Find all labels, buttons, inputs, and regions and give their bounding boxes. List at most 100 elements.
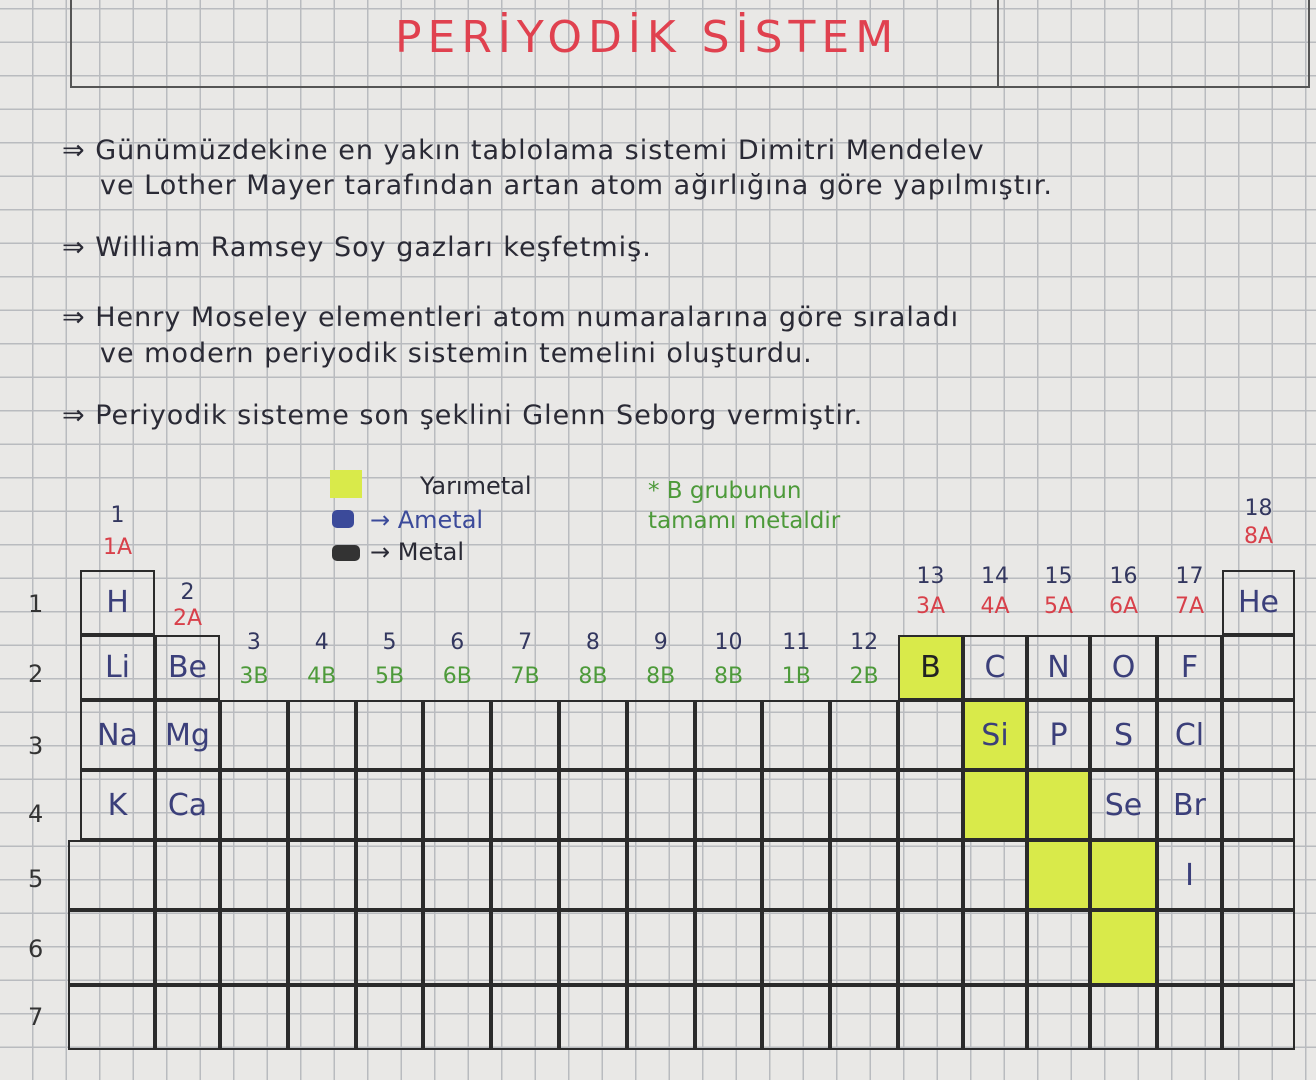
group-label: 3A	[915, 594, 946, 619]
table-cell	[1222, 985, 1295, 1050]
semimetal-cell	[1027, 770, 1090, 840]
table-cell	[355, 840, 424, 910]
group-number: 18	[1244, 496, 1273, 521]
group-number: 8	[585, 630, 600, 655]
group-label: 1A	[102, 535, 133, 560]
element-se: Se	[1090, 770, 1157, 840]
group-label: 7A	[1174, 594, 1205, 619]
group-number: 5	[382, 630, 397, 655]
b-group-note: tamamı metaldir	[648, 508, 841, 534]
table-cell	[1222, 840, 1295, 910]
table-cell	[1027, 910, 1090, 985]
table-cell	[68, 840, 155, 910]
table-cell	[898, 985, 963, 1050]
element-p: P	[1027, 700, 1090, 770]
period-number: 6	[28, 935, 44, 963]
period-number: 2	[28, 660, 44, 688]
table-cell	[694, 910, 763, 985]
table-cell	[155, 910, 220, 985]
group-number: 6	[450, 630, 465, 655]
group-label: 8B	[578, 664, 608, 689]
element-be: Be	[155, 635, 220, 700]
table-cell	[220, 840, 288, 910]
note-line: ⇒ Henry Moseley elementleri atom numaral…	[62, 302, 960, 333]
table-cell	[220, 770, 288, 840]
note-line: ve Lother Mayer tarafından artan atom ağ…	[100, 170, 1054, 201]
semimetal-cell	[1027, 840, 1090, 910]
group-number: 4	[314, 630, 329, 655]
legend-semimetal: Yarımetal	[420, 472, 532, 500]
group-label: 6A	[1108, 594, 1139, 619]
table-cell	[626, 700, 695, 770]
period-number: 1	[28, 590, 44, 618]
table-cell	[423, 910, 492, 985]
element-i: I	[1157, 840, 1222, 910]
table-cell	[626, 770, 695, 840]
table-cell	[762, 840, 831, 910]
table-cell	[491, 985, 559, 1050]
table-cell	[491, 840, 559, 910]
group-number: 3	[246, 630, 261, 655]
group-label: 3B	[239, 664, 269, 689]
element-cl: Cl	[1157, 700, 1222, 770]
group-number: 9	[653, 630, 668, 655]
note-line: ve modern periyodik sistemin temelini ol…	[100, 338, 813, 369]
table-cell	[220, 985, 288, 1050]
table-cell	[155, 985, 220, 1050]
table-cell	[287, 985, 356, 1050]
table-cell	[1090, 985, 1157, 1050]
table-cell	[559, 770, 627, 840]
element-na: Na	[80, 700, 155, 770]
element-he: He	[1222, 570, 1295, 635]
element-f: F	[1157, 635, 1222, 700]
b-group-note: * B grubunun	[648, 478, 802, 504]
group-number: 2	[180, 580, 195, 605]
table-cell	[491, 770, 559, 840]
table-cell	[68, 910, 155, 985]
table-cell	[830, 840, 898, 910]
table-cell	[830, 770, 898, 840]
group-number: 1	[110, 503, 125, 528]
group-label: 4B	[307, 664, 337, 689]
table-cell	[491, 910, 559, 985]
group-label: 7B	[510, 664, 540, 689]
table-cell	[559, 840, 627, 910]
element-o: O	[1090, 635, 1157, 700]
table-cell	[694, 770, 763, 840]
element-n: N	[1027, 635, 1090, 700]
table-cell	[287, 770, 356, 840]
table-cell	[626, 910, 695, 985]
table-cell	[1222, 635, 1295, 700]
semimetal-cell	[1090, 840, 1157, 910]
table-cell	[559, 985, 627, 1050]
table-cell	[1027, 985, 1090, 1050]
table-cell	[694, 840, 763, 910]
element-c: C	[963, 635, 1027, 700]
table-cell	[898, 770, 963, 840]
group-label: 5A	[1043, 594, 1074, 619]
group-label: 8B	[646, 664, 676, 689]
table-cell	[1222, 770, 1295, 840]
element-b: B	[898, 635, 963, 700]
group-number: 16	[1109, 564, 1138, 589]
table-cell	[155, 840, 220, 910]
element-h: H	[80, 570, 155, 635]
group-label: 2A	[172, 606, 203, 631]
table-cell	[830, 700, 898, 770]
nonmetal-swatch	[332, 510, 354, 528]
group-label: 5B	[374, 664, 405, 689]
group-label: 2B	[849, 664, 879, 689]
element-ca: Ca	[155, 770, 220, 840]
semimetal-cell	[963, 770, 1027, 840]
group-number: 14	[981, 564, 1009, 589]
table-cell	[287, 840, 356, 910]
table-cell	[626, 985, 695, 1050]
period-number: 4	[28, 800, 44, 828]
note-line: ⇒ Günümüzdekine en yakın tablolama siste…	[62, 135, 985, 166]
page-title: PERİYODİK SİSTEM	[395, 12, 900, 63]
semimetal-swatch	[330, 470, 362, 498]
legend-nonmetal: → Ametal	[370, 506, 484, 534]
table-cell	[491, 700, 559, 770]
table-cell	[423, 985, 492, 1050]
note-line: ⇒ Periyodik sisteme son şeklini Glenn Se…	[62, 400, 864, 431]
